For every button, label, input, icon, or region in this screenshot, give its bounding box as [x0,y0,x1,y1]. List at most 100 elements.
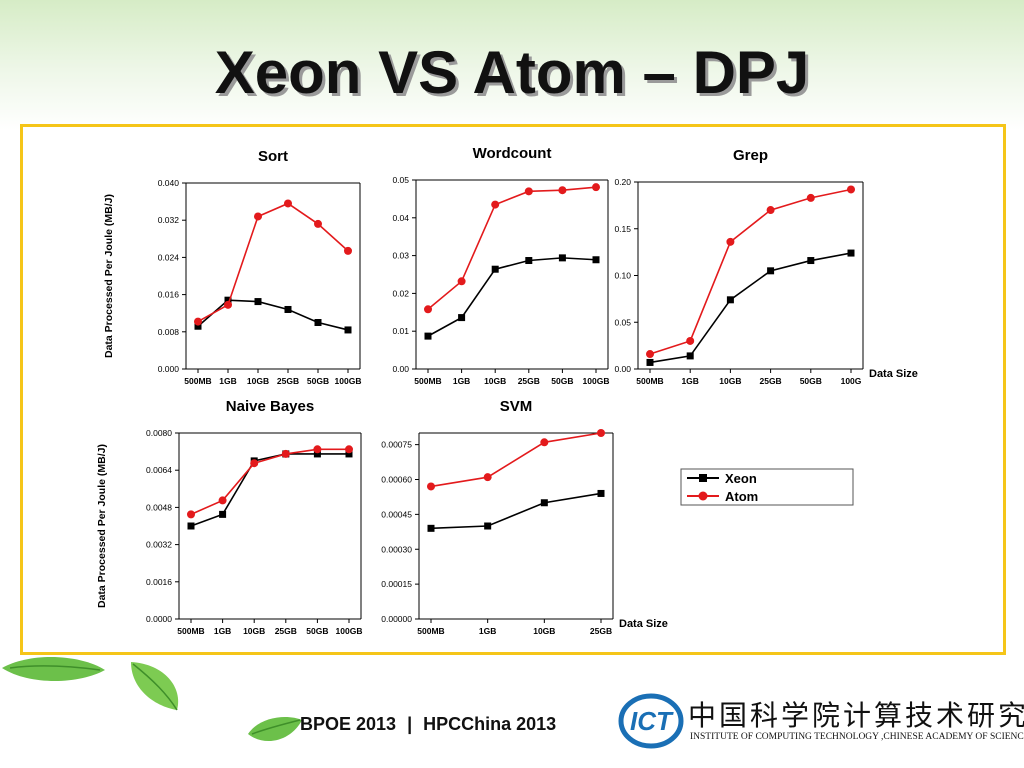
data-point-xeon [484,522,492,530]
chart-title: SVM [500,398,533,415]
x-tick-label: 10GB [533,626,555,636]
x-tick-label: 500MB [414,376,441,386]
data-point-xeon [491,265,499,273]
x-tick-label: 50GB [306,626,328,636]
data-point-atom [218,496,227,505]
y-tick-label: 0.05 [392,175,409,185]
data-point-atom [224,300,232,309]
y-tick-label: 0.00015 [381,579,412,589]
data-point-atom [766,206,775,215]
data-point-xeon [558,254,566,262]
x-tick-label: 1GB [479,626,496,636]
data-point-atom [457,277,466,286]
legend-atom-marker [698,491,708,501]
data-point-xeon [313,450,321,458]
y-tick-label: 0.0080 [146,428,172,438]
ict-logo-icon: ICT [618,693,684,749]
data-point-xeon [345,450,353,458]
series-line-atom [649,188,852,355]
x-tick-label: 10GB [247,376,269,386]
slide-title: Xeon VS Atom – DPJ [214,39,810,106]
x-tick-label: 100GB [335,376,362,386]
data-point-atom [424,305,432,314]
x-tick-label: 1GB [214,626,231,636]
x-tick-label: 25GB [590,626,612,636]
x-tick-label: 500MB [184,376,211,386]
x-tick-label: 25GB [275,626,297,636]
leaf-icon [2,656,105,681]
x-tick-label: 10GB [243,626,265,636]
data-point-atom [427,482,435,491]
data-point-xeon [284,305,292,313]
series-line-xeon [197,299,349,331]
charts-canvas: Xeon Atom Sort 0.000 0.008 0.016 0.024 0.032 0… [96,145,918,636]
leaf-icon [131,662,179,711]
series-line-xeon [190,453,349,527]
x-tick-label: 100GB [336,626,363,636]
y-tick-label: 0.00060 [381,475,412,485]
legend-box [680,468,854,506]
y-tick-label: 0.00045 [381,509,412,519]
chart-title: Sort [258,148,288,165]
y-axis-label: Data Processed Per Joule (MB/J) [96,444,108,608]
y-tick-label: 0.040 [158,178,180,188]
data-point-xeon [458,314,466,322]
data-point-xeon [592,256,600,264]
x-tick-label: 10GB [484,376,506,386]
legend: Xeon Atom [680,468,854,506]
data-point-atom [686,336,695,345]
y-tick-label: 0.00 [392,364,409,374]
y-tick-label: 0.02 [392,288,409,298]
series-line-xeon [427,257,597,337]
chart-frame: Xeon Atom Sort 0.000 0.008 0.016 0.024 0.032 0… [20,124,1006,655]
footer-conference: BPOE 2013 [300,714,397,734]
x-tick-label: 500MB [177,626,204,636]
y-tick-label: 0.03 [392,251,409,261]
data-point-xeon [344,326,352,334]
y-tick-label: 0.000 [158,364,180,374]
data-point-xeon [597,489,605,497]
data-point-atom [284,199,292,208]
data-point-atom [187,510,195,519]
data-point-atom [250,459,259,468]
legend-xeon-label: Xeon [725,471,757,486]
x-tick-label: 25GB [518,376,540,386]
logo-text-cn: 中国科学院计算技术研究所 [688,699,1024,732]
y-tick-label: 0.024 [158,252,180,262]
data-point-atom [524,187,533,196]
logo-text-en: INSTITUTE OF COMPUTING TECHNOLOGY ,CHINE… [690,732,1024,742]
data-point-xeon [424,332,432,340]
data-point-atom [806,193,815,202]
y-tick-label: 0.008 [158,327,180,337]
x-axis-label: Data Size [869,368,918,380]
series-line-atom [197,202,349,323]
data-point-atom [281,449,290,458]
y-tick-label: 0.10 [614,271,631,281]
x-tick-label: 50GB [307,376,329,386]
ict-logo-mark: ICT [630,706,674,736]
x-tick-label: 25GB [277,376,299,386]
y-tick-label: 0.00075 [381,440,412,450]
data-point-atom [491,200,500,209]
data-point-atom [540,438,549,447]
chart-title: Grep [733,147,768,164]
series-line-atom [190,448,349,516]
y-tick-label: 0.032 [158,215,180,225]
x-tick-label: 100GB [583,376,610,386]
y-tick-label: 0.04 [392,213,409,223]
y-axis-label: Data Processed Per Joule (MB/J) [103,194,115,358]
data-point-xeon [686,352,694,360]
y-tick-label: 0.00000 [381,614,412,624]
data-point-xeon [224,296,232,304]
y-tick-label: 0.0064 [146,465,172,475]
x-tick-label: 1GB [681,376,698,386]
data-point-atom [646,350,654,359]
data-point-xeon [767,267,775,275]
series-line-xeon [430,492,602,530]
x-tick-label: 500MB [636,376,663,386]
chart-title: Naive Bayes [226,398,314,415]
footer-separator: | [407,714,413,734]
data-point-atom [847,185,855,194]
data-point-atom [592,183,600,192]
y-tick-label: 0.05 [614,317,631,327]
